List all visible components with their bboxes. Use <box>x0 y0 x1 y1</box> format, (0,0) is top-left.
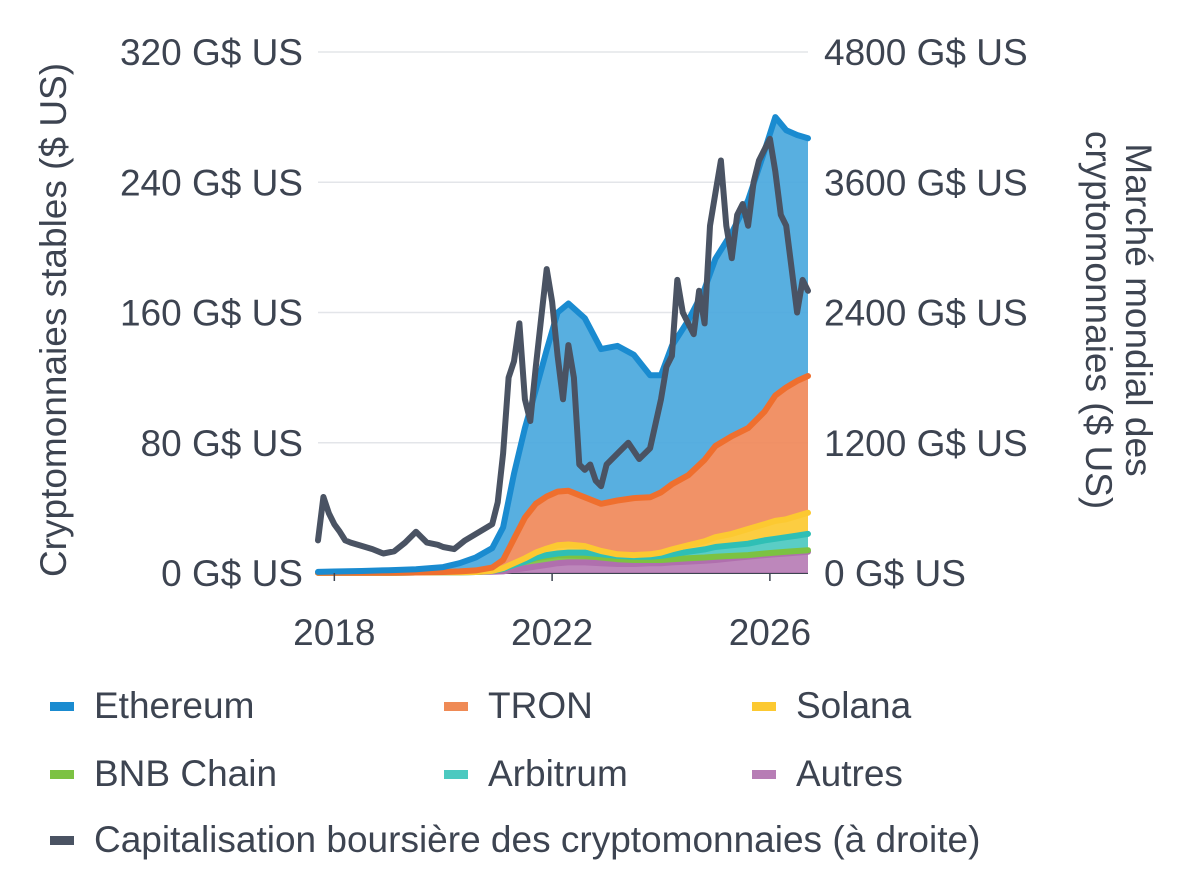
area-solana <box>318 512 808 573</box>
y-tick-label-left: 240 G$ US <box>120 162 303 203</box>
y-tick-label-right: 2400 G$ US <box>824 293 1028 334</box>
y-tick-label-right: 1200 G$ US <box>824 423 1028 464</box>
area-tron <box>318 376 808 573</box>
y-axis-right-title-line2: cryptomonnaies ($ US) <box>1078 131 1119 509</box>
x-tick-label: 2026 <box>729 612 811 653</box>
stacked-areas <box>315 114 811 576</box>
axes: 0 G$ US 80 G$ US 160 G$ US 240 G$ US 320 G$ … <box>120 32 1028 653</box>
edge-line-tron <box>315 373 811 576</box>
y-axis-right-title: Marché mondial des <box>1118 143 1159 476</box>
y-tick-label-left: 160 G$ US <box>120 293 303 334</box>
y-tick-label-right: 0 G$ US <box>824 553 966 594</box>
y-tick-label-right: 4800 G$ US <box>824 32 1028 73</box>
line-layer <box>315 135 811 557</box>
y-tick-label-left: 320 G$ US <box>120 32 303 73</box>
area-ethereum <box>318 117 808 573</box>
y-tick-label-left: 80 G$ US <box>141 423 303 464</box>
line-market-cap <box>315 135 811 557</box>
y-tick-label-left: 0 G$ US <box>161 553 303 594</box>
y-axis-left-title: Cryptomonnaies stables ($ US) <box>33 63 74 577</box>
x-tick-label: 2018 <box>293 612 375 653</box>
y-tick-label-right: 3600 G$ US <box>824 162 1028 203</box>
x-tick-label: 2022 <box>511 612 593 653</box>
area-autres <box>318 551 808 573</box>
